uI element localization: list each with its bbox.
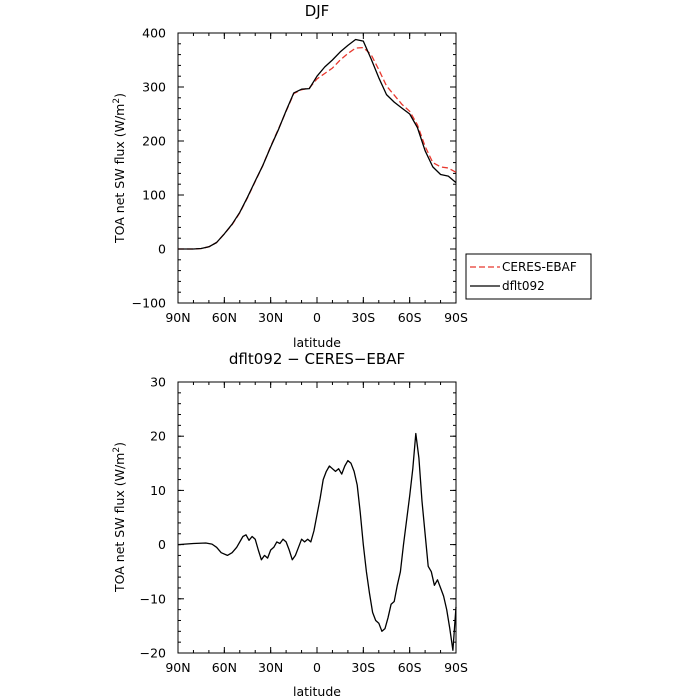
legend: CERES-EBAF dflt092 <box>465 253 592 300</box>
bottom-x-tick-label: 0 <box>313 660 321 675</box>
top-x-tick-label: 0 <box>313 310 321 325</box>
bottom-x-axis: 90N 60N 30N 0 30S 60S 90S <box>165 382 468 675</box>
bottom-x-tick-label: 30N <box>258 660 283 675</box>
top-y-tick-label: 300 <box>142 80 166 95</box>
top-panel: DJF 90N 60N 30N 0 30S 60S 90S −100 0 100 200 300 40… <box>112 2 592 350</box>
top-x-tick-label: 60N <box>212 310 237 325</box>
top-x-axis-label: latitude <box>293 335 341 350</box>
bottom-title: dflt092 − CERES−EBAF <box>229 350 405 368</box>
bottom-y-axis: −20 −10 0 10 20 30 <box>140 375 456 661</box>
bottom-x-tick-label: 60S <box>398 660 422 675</box>
top-y-axis-label: TOA net SW flux (W/m2) <box>112 93 127 244</box>
bottom-x-tick-label: 90S <box>444 660 468 675</box>
top-y-axis: −100 0 100 200 300 400 <box>132 26 456 311</box>
bottom-x-axis-label: latitude <box>293 684 341 699</box>
bottom-y-axis-label: TOA net SW flux (W/m2) <box>112 442 127 593</box>
top-x-tick-label: 90S <box>444 310 468 325</box>
top-y-tick-label: −100 <box>132 296 166 311</box>
top-y-tick-label: 100 <box>142 188 166 203</box>
legend-box <box>465 253 592 300</box>
legend-label-dflt092: dflt092 <box>502 279 545 293</box>
bottom-y-tick-label: 30 <box>150 375 166 390</box>
bottom-series-line-0 <box>177 432 457 651</box>
bottom-y-tick-label: −20 <box>140 646 166 661</box>
top-plot-frame <box>177 32 457 304</box>
top-x-tick-label: 60S <box>398 310 422 325</box>
bottom-y-tick-label: 10 <box>150 483 166 498</box>
bottom-x-tick-label: 60N <box>212 660 237 675</box>
top-y-tick-label: 400 <box>142 26 166 41</box>
top-series-line-dflt092 <box>178 38 457 250</box>
top-x-tick-label: 30S <box>351 310 375 325</box>
top-title: DJF <box>305 2 330 20</box>
top-y-tick-label: 0 <box>158 242 166 257</box>
legend-label-ceres-ebaf: CERES-EBAF <box>502 260 577 274</box>
bottom-series-group <box>177 432 457 651</box>
bottom-x-tick-label: 90N <box>165 660 190 675</box>
bottom-y-tick-label: 0 <box>158 537 166 552</box>
top-series-line-ceres-ebaf <box>178 46 457 250</box>
bottom-y-tick-label: 20 <box>150 429 166 444</box>
top-x-tick-label: 30N <box>258 310 283 325</box>
bottom-x-tick-label: 30S <box>351 660 375 675</box>
top-series-group <box>178 38 457 250</box>
bottom-y-tick-label: −10 <box>140 591 166 606</box>
bottom-panel: dflt092 − CERES−EBAF 90N 60N 30N 0 30S 60S 90S… <box>112 350 468 699</box>
top-y-tick-label: 200 <box>142 134 166 149</box>
top-x-axis: 90N 60N 30N 0 30S 60S 90S <box>165 33 468 325</box>
top-x-tick-label: 90N <box>165 310 190 325</box>
